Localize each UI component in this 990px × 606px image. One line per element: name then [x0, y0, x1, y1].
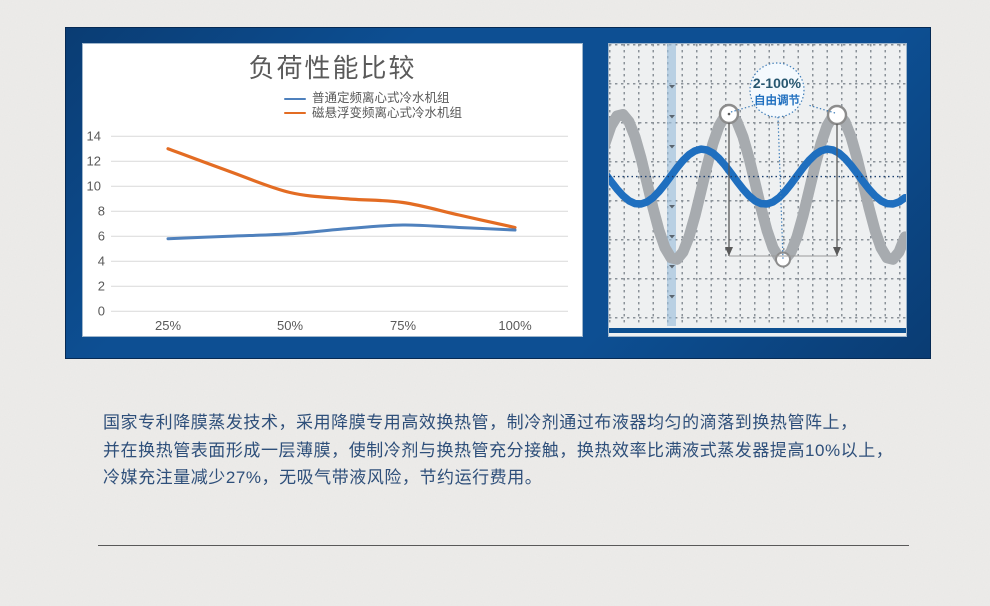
svg-text:75%: 75%: [390, 318, 416, 333]
svg-text:0: 0: [98, 303, 105, 318]
svg-text:8: 8: [98, 203, 105, 218]
svg-text:25%: 25%: [155, 318, 181, 333]
svg-text:4: 4: [98, 253, 105, 268]
svg-text:10: 10: [87, 178, 101, 193]
svg-text:2: 2: [98, 278, 105, 293]
svg-text:6: 6: [98, 228, 105, 243]
svg-text:50%: 50%: [277, 318, 303, 333]
svg-text:2-100%: 2-100%: [753, 75, 802, 91]
svg-text:自由调节: 自由调节: [754, 93, 800, 107]
svg-text:12: 12: [87, 153, 101, 168]
svg-text:100%: 100%: [498, 318, 532, 333]
svg-text:14: 14: [87, 128, 101, 143]
